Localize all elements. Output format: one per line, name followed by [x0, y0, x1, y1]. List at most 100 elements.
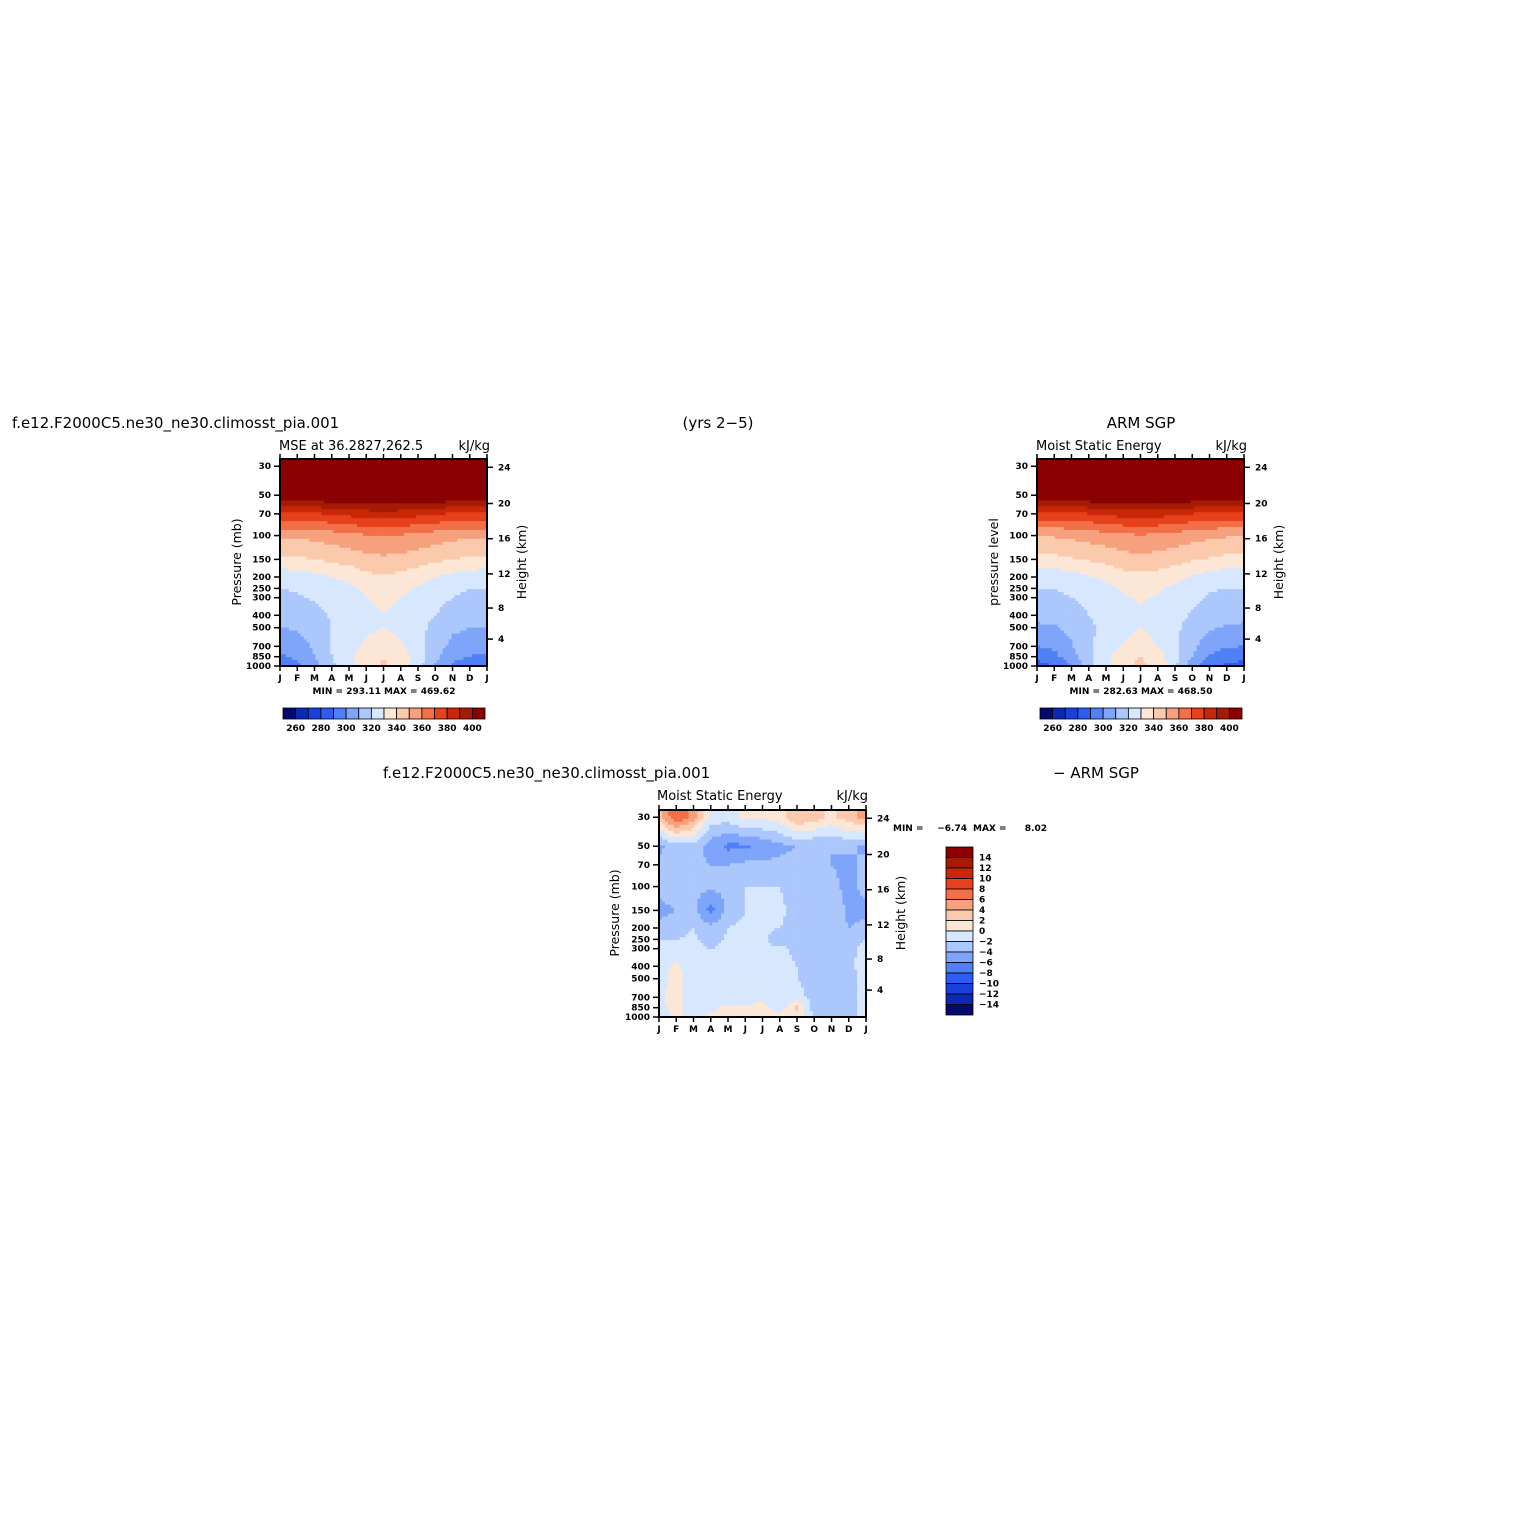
model-cell	[372, 657, 375, 660]
model-cell	[449, 527, 452, 530]
model-cell	[295, 616, 298, 619]
model-cell	[389, 580, 392, 583]
model-cell	[286, 589, 289, 592]
model-cell	[481, 548, 484, 551]
model-cell	[295, 471, 298, 474]
model-cell	[446, 628, 449, 631]
model-cell	[345, 645, 348, 648]
model-cell	[330, 613, 333, 616]
model-cell	[310, 645, 313, 648]
model-cell	[407, 648, 410, 651]
model-cell	[460, 551, 463, 554]
model-cell	[351, 483, 354, 486]
model-cell	[384, 633, 387, 636]
model-cell	[481, 512, 484, 515]
model-cell	[345, 524, 348, 527]
model-cell	[372, 489, 375, 492]
model-cell	[292, 497, 295, 500]
model-cell	[440, 471, 443, 474]
model-cell	[452, 548, 455, 551]
model-cell	[446, 601, 449, 604]
model-cell	[454, 518, 457, 521]
model-cell	[481, 610, 484, 613]
model-cell	[339, 477, 342, 480]
model-cell	[449, 492, 452, 495]
model-cell	[395, 619, 398, 622]
model-cell	[407, 497, 410, 500]
model-cell	[392, 660, 395, 663]
model-cell	[369, 494, 372, 497]
model-cell	[378, 657, 381, 660]
model-cell	[384, 557, 387, 560]
model-cell	[381, 551, 384, 554]
model-cell	[330, 586, 333, 589]
model-cell	[292, 604, 295, 607]
model-cell	[460, 536, 463, 539]
model-cell	[360, 494, 363, 497]
model-cell	[449, 545, 452, 548]
model-cell	[324, 536, 327, 539]
model-cell	[463, 509, 466, 512]
model-right-axis-label: Height (km)	[514, 525, 529, 599]
model-cell	[310, 625, 313, 628]
model-cell	[413, 610, 416, 613]
model-cell	[372, 613, 375, 616]
model-cell	[463, 651, 466, 654]
model-cell	[357, 660, 360, 663]
model-cell	[378, 560, 381, 563]
model-cell	[336, 631, 339, 634]
model-cell	[478, 595, 481, 598]
model-cell	[425, 468, 428, 471]
model-cell	[475, 595, 478, 598]
model-cell	[384, 648, 387, 651]
model-cell	[310, 565, 313, 568]
model-cell	[348, 554, 351, 557]
model-cell	[419, 580, 422, 583]
model-cell	[440, 604, 443, 607]
model-cell	[327, 622, 330, 625]
model-cell	[446, 657, 449, 660]
model-cell	[457, 503, 460, 506]
model-cell	[378, 465, 381, 468]
model-cell	[384, 625, 387, 628]
model-cell	[295, 503, 298, 506]
model-cell	[410, 539, 413, 542]
model-cell	[333, 657, 336, 660]
model-cell	[395, 604, 398, 607]
model-cell	[392, 583, 395, 586]
model-cell	[416, 551, 419, 554]
model-cell	[339, 512, 342, 515]
model-cell	[407, 536, 410, 539]
model-cell	[298, 462, 301, 465]
model-cell	[289, 565, 292, 568]
model-cell	[481, 654, 484, 657]
model-cell	[478, 560, 481, 563]
model-cell	[301, 654, 304, 657]
model-cell	[333, 625, 336, 628]
model-cell	[307, 497, 310, 500]
model-cell	[307, 598, 310, 601]
model-cell	[460, 545, 463, 548]
model-cell	[401, 574, 404, 577]
model-cell	[425, 477, 428, 480]
model-cell	[457, 483, 460, 486]
model-cell	[437, 636, 440, 639]
model-cell	[419, 533, 422, 536]
model-cell	[313, 589, 316, 592]
model-cell	[342, 509, 345, 512]
model-cell	[369, 565, 372, 568]
model-cell	[304, 563, 307, 566]
model-cell	[431, 486, 434, 489]
model-colorbar-box	[384, 708, 397, 719]
model-cell	[440, 512, 443, 515]
model-cell	[301, 515, 304, 518]
model-cell	[419, 524, 422, 527]
model-cell	[404, 660, 407, 663]
model-cell	[304, 586, 307, 589]
model-cell	[336, 512, 339, 515]
model-cell	[443, 492, 446, 495]
model-cell	[292, 527, 295, 530]
model-cell	[454, 471, 457, 474]
model-cell	[292, 631, 295, 634]
model-cell	[315, 631, 318, 634]
